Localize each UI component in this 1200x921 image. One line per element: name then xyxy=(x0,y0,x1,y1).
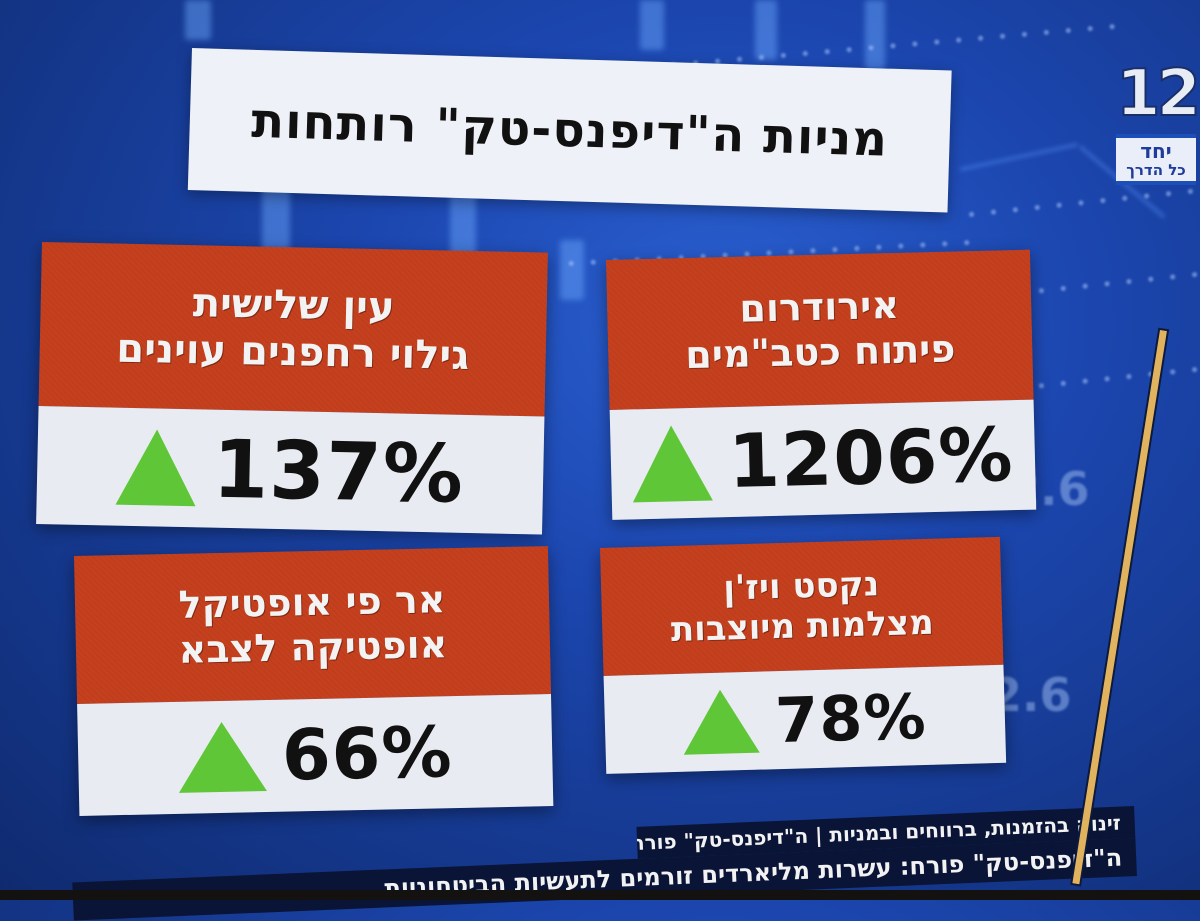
up-arrow-icon xyxy=(682,688,761,755)
company-name: אירודרום xyxy=(738,283,900,331)
slogan-line-1: יחד xyxy=(1140,139,1172,163)
stock-card-rp-optical: אר פי אופטיקל אופטיקה לצבא 66% xyxy=(74,546,554,816)
channel-logo: 12 יחד כל הדרך xyxy=(1115,57,1200,185)
stock-card-aerodrome: אירודרום פיתוח כטב"מים 1206% xyxy=(606,249,1037,520)
bg-bar xyxy=(755,0,777,60)
card-value: 1206% xyxy=(609,399,1037,520)
bg-dotted-line xyxy=(960,187,1200,219)
card-header: אירודרום פיתוח כטב"מים xyxy=(606,249,1034,410)
card-value: 66% xyxy=(77,694,554,816)
bg-bar xyxy=(185,0,211,40)
card-value: 78% xyxy=(603,664,1007,774)
company-description: מצלמות מיוצבות xyxy=(670,602,935,651)
tv-bezel-stripe xyxy=(1072,330,1167,885)
percent-change: 1206% xyxy=(727,412,1015,506)
news-ticker: זינוק בהזמנות, ברווחים ובמניות | ה"דיפנס… xyxy=(71,806,1137,921)
company-name: עין שלישית xyxy=(192,279,396,331)
title-banner: מניות ה"דיפנס-טק" רותחות xyxy=(187,48,952,213)
page-title: מניות ה"דיפנס-טק" רותחות xyxy=(250,92,889,168)
bg-bar xyxy=(865,0,885,70)
tv-bezel-bottom xyxy=(0,890,1200,900)
bg-bar xyxy=(640,0,664,50)
up-arrow-icon xyxy=(115,428,198,507)
stock-card-next-vision: נקסט ויז'ן מצלמות מיוצבות 78% xyxy=(600,536,1007,774)
company-description: אופטיקה לצבא xyxy=(178,622,448,672)
up-arrow-icon xyxy=(631,424,714,503)
bg-dotted-line xyxy=(1030,271,1200,295)
bg-dotted-line xyxy=(1030,366,1200,390)
percent-change: 78% xyxy=(774,679,928,757)
ticker-crawl: ה"דיפנס-טק" פורח: עשרות מליארדים זורמים … xyxy=(72,837,1137,921)
company-description: גילוי רחפנים עוינים xyxy=(115,325,470,379)
percent-change: 137% xyxy=(211,422,465,521)
slogan-line-2: כל הדרך xyxy=(1126,161,1186,179)
company-name: נקסט ויז'ן xyxy=(722,564,880,609)
stock-card-ein-shlishit: עין שלישית גילוי רחפנים עוינים 137% xyxy=(36,242,548,535)
card-header: עין שלישית גילוי רחפנים עוינים xyxy=(38,242,548,417)
percent-change: 66% xyxy=(281,711,454,797)
bg-bar xyxy=(560,240,584,300)
card-value: 137% xyxy=(36,405,545,535)
company-description: פיתוח כטב"מים xyxy=(684,326,956,378)
card-header: נקסט ויז'ן מצלמות מיוצבות xyxy=(600,536,1004,676)
channel-slogan-badge: יחד כל הדרך xyxy=(1116,134,1196,185)
company-name: אר פי אופטיקל xyxy=(178,577,446,627)
bg-trend-line xyxy=(959,143,1078,171)
channel-number: 12 xyxy=(1115,57,1200,131)
up-arrow-icon xyxy=(177,721,267,793)
card-header: אר פי אופטיקל אופטיקה לצבא xyxy=(74,546,551,704)
